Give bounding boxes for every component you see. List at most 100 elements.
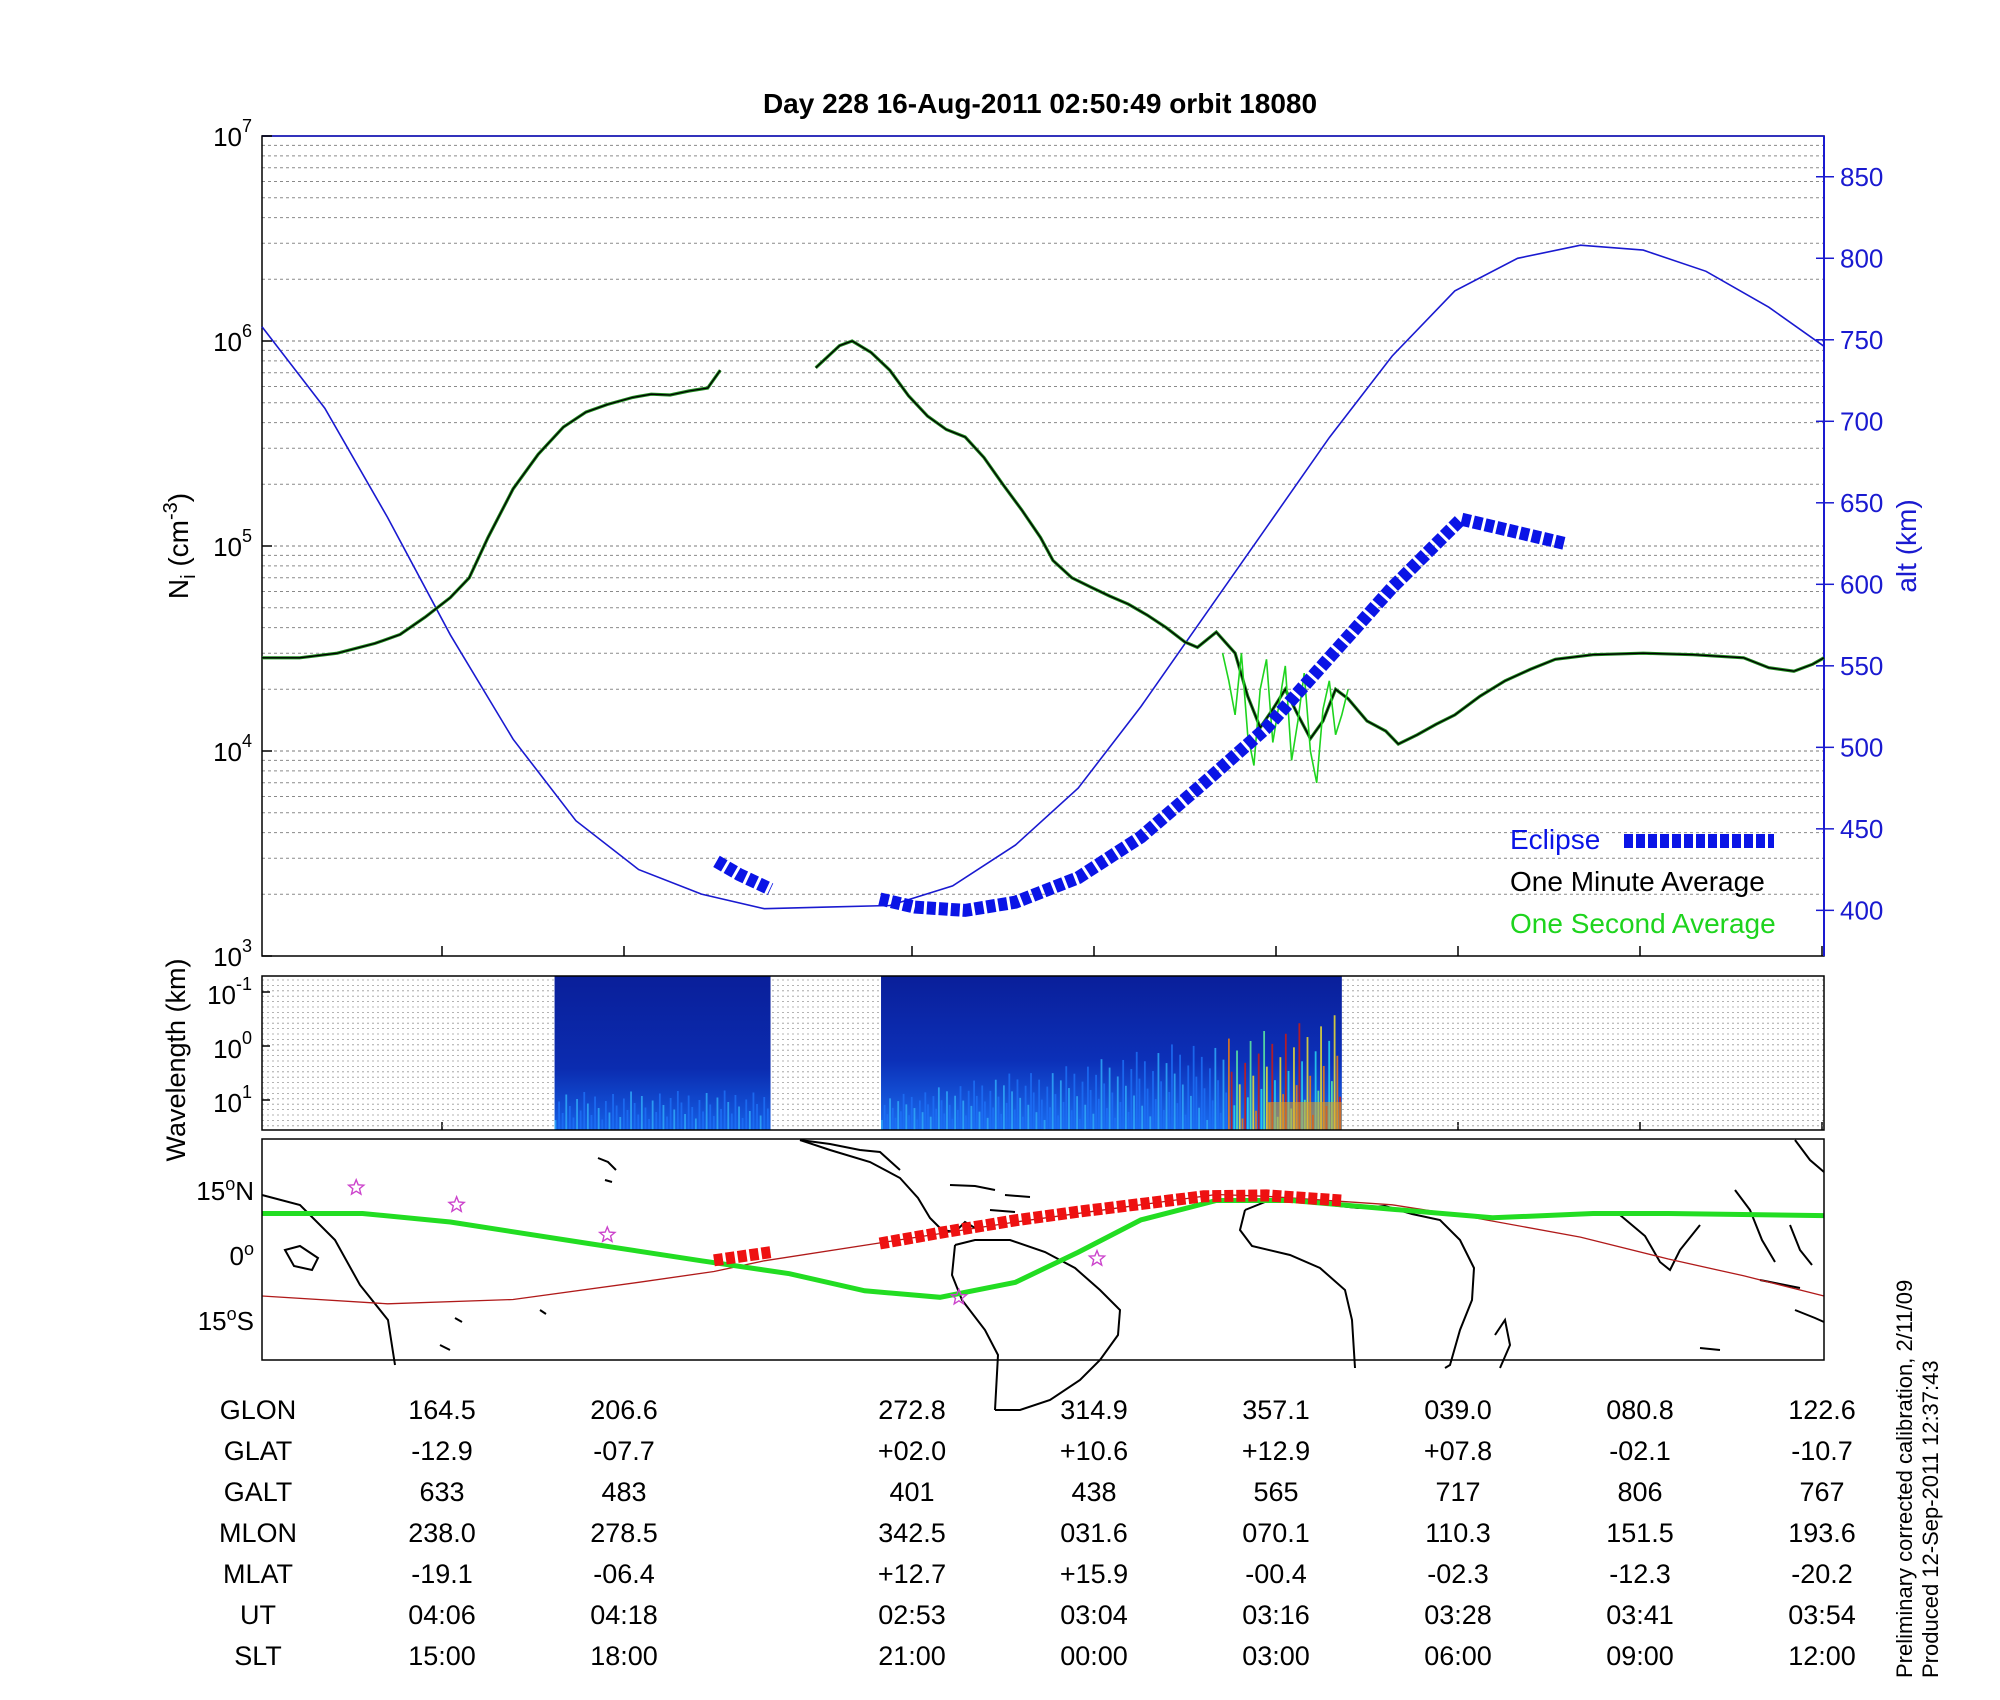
table-cell: -02.1 [1609,1436,1671,1466]
spectrogram-streak [633,1103,636,1130]
one-minute-average-line [815,340,1825,745]
spectrogram-streak [1073,1073,1076,1130]
lat-suffix: N [235,1176,254,1206]
spectrogram-streak [1100,1059,1103,1130]
spectrogram-streak [1333,1015,1336,1130]
spectrogram-streak [590,1115,593,1130]
spectrogram-streak [1046,1086,1049,1130]
spectrogram-streak [891,1107,894,1130]
altitude-tick-label: 750 [1840,325,1883,355]
table-cell: -20.2 [1791,1559,1853,1589]
spectrogram-streak [1040,1099,1043,1130]
table-cell: 039.0 [1424,1395,1492,1425]
table-row-label-glon: GLON [220,1395,297,1425]
spectrogram-streak [727,1102,730,1130]
spectrogram-streak [637,1114,640,1130]
tick-base: 10 [213,327,242,357]
table-cell: 03:54 [1788,1600,1856,1630]
spectrogram-streak [902,1093,905,1130]
spectrogram-streak [1135,1051,1138,1130]
spectrogram-streak [992,1107,994,1130]
spectrogram-streak [1306,1037,1309,1130]
spectrogram-streak [894,1117,897,1130]
density-label-base: N [163,579,194,599]
spectrogram-streak [651,1100,654,1130]
spectrogram-streak [1049,1107,1051,1130]
spectrogram-streak [608,1112,611,1130]
table-cell: 070.1 [1242,1518,1310,1548]
table-cell: -12.9 [411,1436,473,1466]
tick-exponent: -1 [236,974,252,994]
spectrogram-streak [1192,1045,1195,1130]
spectrogram-streak [967,1090,970,1130]
tick-exponent: 1 [242,1082,252,1102]
spectrogram-streak [1279,1057,1282,1130]
spectrogram-streak [1160,1081,1163,1130]
map-tracks [261,1177,1825,1306]
spectrogram-streak [1181,1084,1184,1130]
spectrogram-streak [1084,1104,1087,1130]
spectrogram-streak [1154,1099,1157,1130]
lat-value: 15 [198,1306,227,1336]
table-cell: 03:04 [1060,1600,1128,1630]
spectrogram-streak [940,1100,943,1130]
altitude-tick-label: 800 [1840,243,1883,273]
orbit-parameter-table: GLON 164.5 206.6 272.8 314.9 357.1 039.0 080.8 1… [219,1395,1856,1671]
density-y-tick-label: 104 [213,731,252,767]
spectrogram-streak [1284,1033,1287,1130]
spectrogram-streak [1038,1079,1041,1130]
spectrogram-streak [1054,1094,1057,1130]
spectrogram-streak [1157,1053,1160,1130]
spectrogram-hot-region [1266,1102,1342,1130]
coast-png-island [283,1244,320,1272]
spectrogram-streak [1059,1080,1062,1130]
spectrogram-streak [981,1085,984,1130]
spectrogram-data [554,976,1342,1130]
table-cell: -00.4 [1245,1559,1307,1589]
one-second-average-noise-line [1221,653,1349,783]
spectrogram-streak [1127,1111,1130,1130]
table-cell: 080.8 [1606,1395,1674,1425]
spectrogram-streak [1298,1023,1301,1130]
spectrogram-streak [723,1090,726,1130]
spectrogram-streak [1209,1068,1211,1130]
spectrogram-streak [1179,1054,1181,1130]
table-cell: 806 [1617,1477,1662,1507]
spectrogram-streak [1195,1076,1198,1130]
map-lat-tick-label: 15oS [198,1304,254,1336]
tick-exponent: 4 [242,731,252,751]
density-y-tick-label: 106 [213,321,252,357]
table-row-label-glat: GLAT [224,1436,293,1466]
spectrogram-streak [565,1094,568,1130]
spectrogram-streak [973,1080,975,1130]
footer-produced: Produced 12-Sep-2011 12:37:43 [1918,1360,1943,1678]
spectrogram-streak [905,1104,908,1130]
spectrogram-streak [597,1108,600,1130]
spectrogram-streak [576,1099,578,1130]
spectrogram-streak [1301,1061,1303,1130]
table-cell: 206.6 [590,1395,658,1425]
table-cell: +07.8 [1424,1436,1492,1466]
ground-track-line [261,1193,1825,1305]
table-cell: 03:16 [1242,1600,1310,1630]
spectrogram-streak [970,1105,973,1130]
spectrogram-streak [1255,1110,1257,1130]
spectrogram-streak [1190,1095,1192,1130]
spectrogram-streak [1030,1073,1032,1130]
spectrogram-streak [676,1091,679,1130]
spectrogram-streak [1011,1091,1013,1130]
spectrogram-streak [1252,1075,1255,1130]
spectrogram-streak [989,1090,992,1130]
coast-indonesia [1699,1279,1825,1351]
spectrogram-streak [994,1079,997,1130]
spectrogram-streak [997,1096,1000,1130]
spectrogram-streak [1081,1081,1084,1130]
spectrogram-streak [1032,1092,1035,1130]
spectrogram-streak [1222,1059,1225,1130]
spectrogram-streak [1173,1073,1176,1130]
legend: Eclipse One Minute Average One Second Av… [1510,824,1776,939]
altitude-tick-label: 850 [1840,162,1883,192]
spectrogram-streak [1168,1091,1171,1130]
spectrogram-streak [1005,1102,1008,1130]
